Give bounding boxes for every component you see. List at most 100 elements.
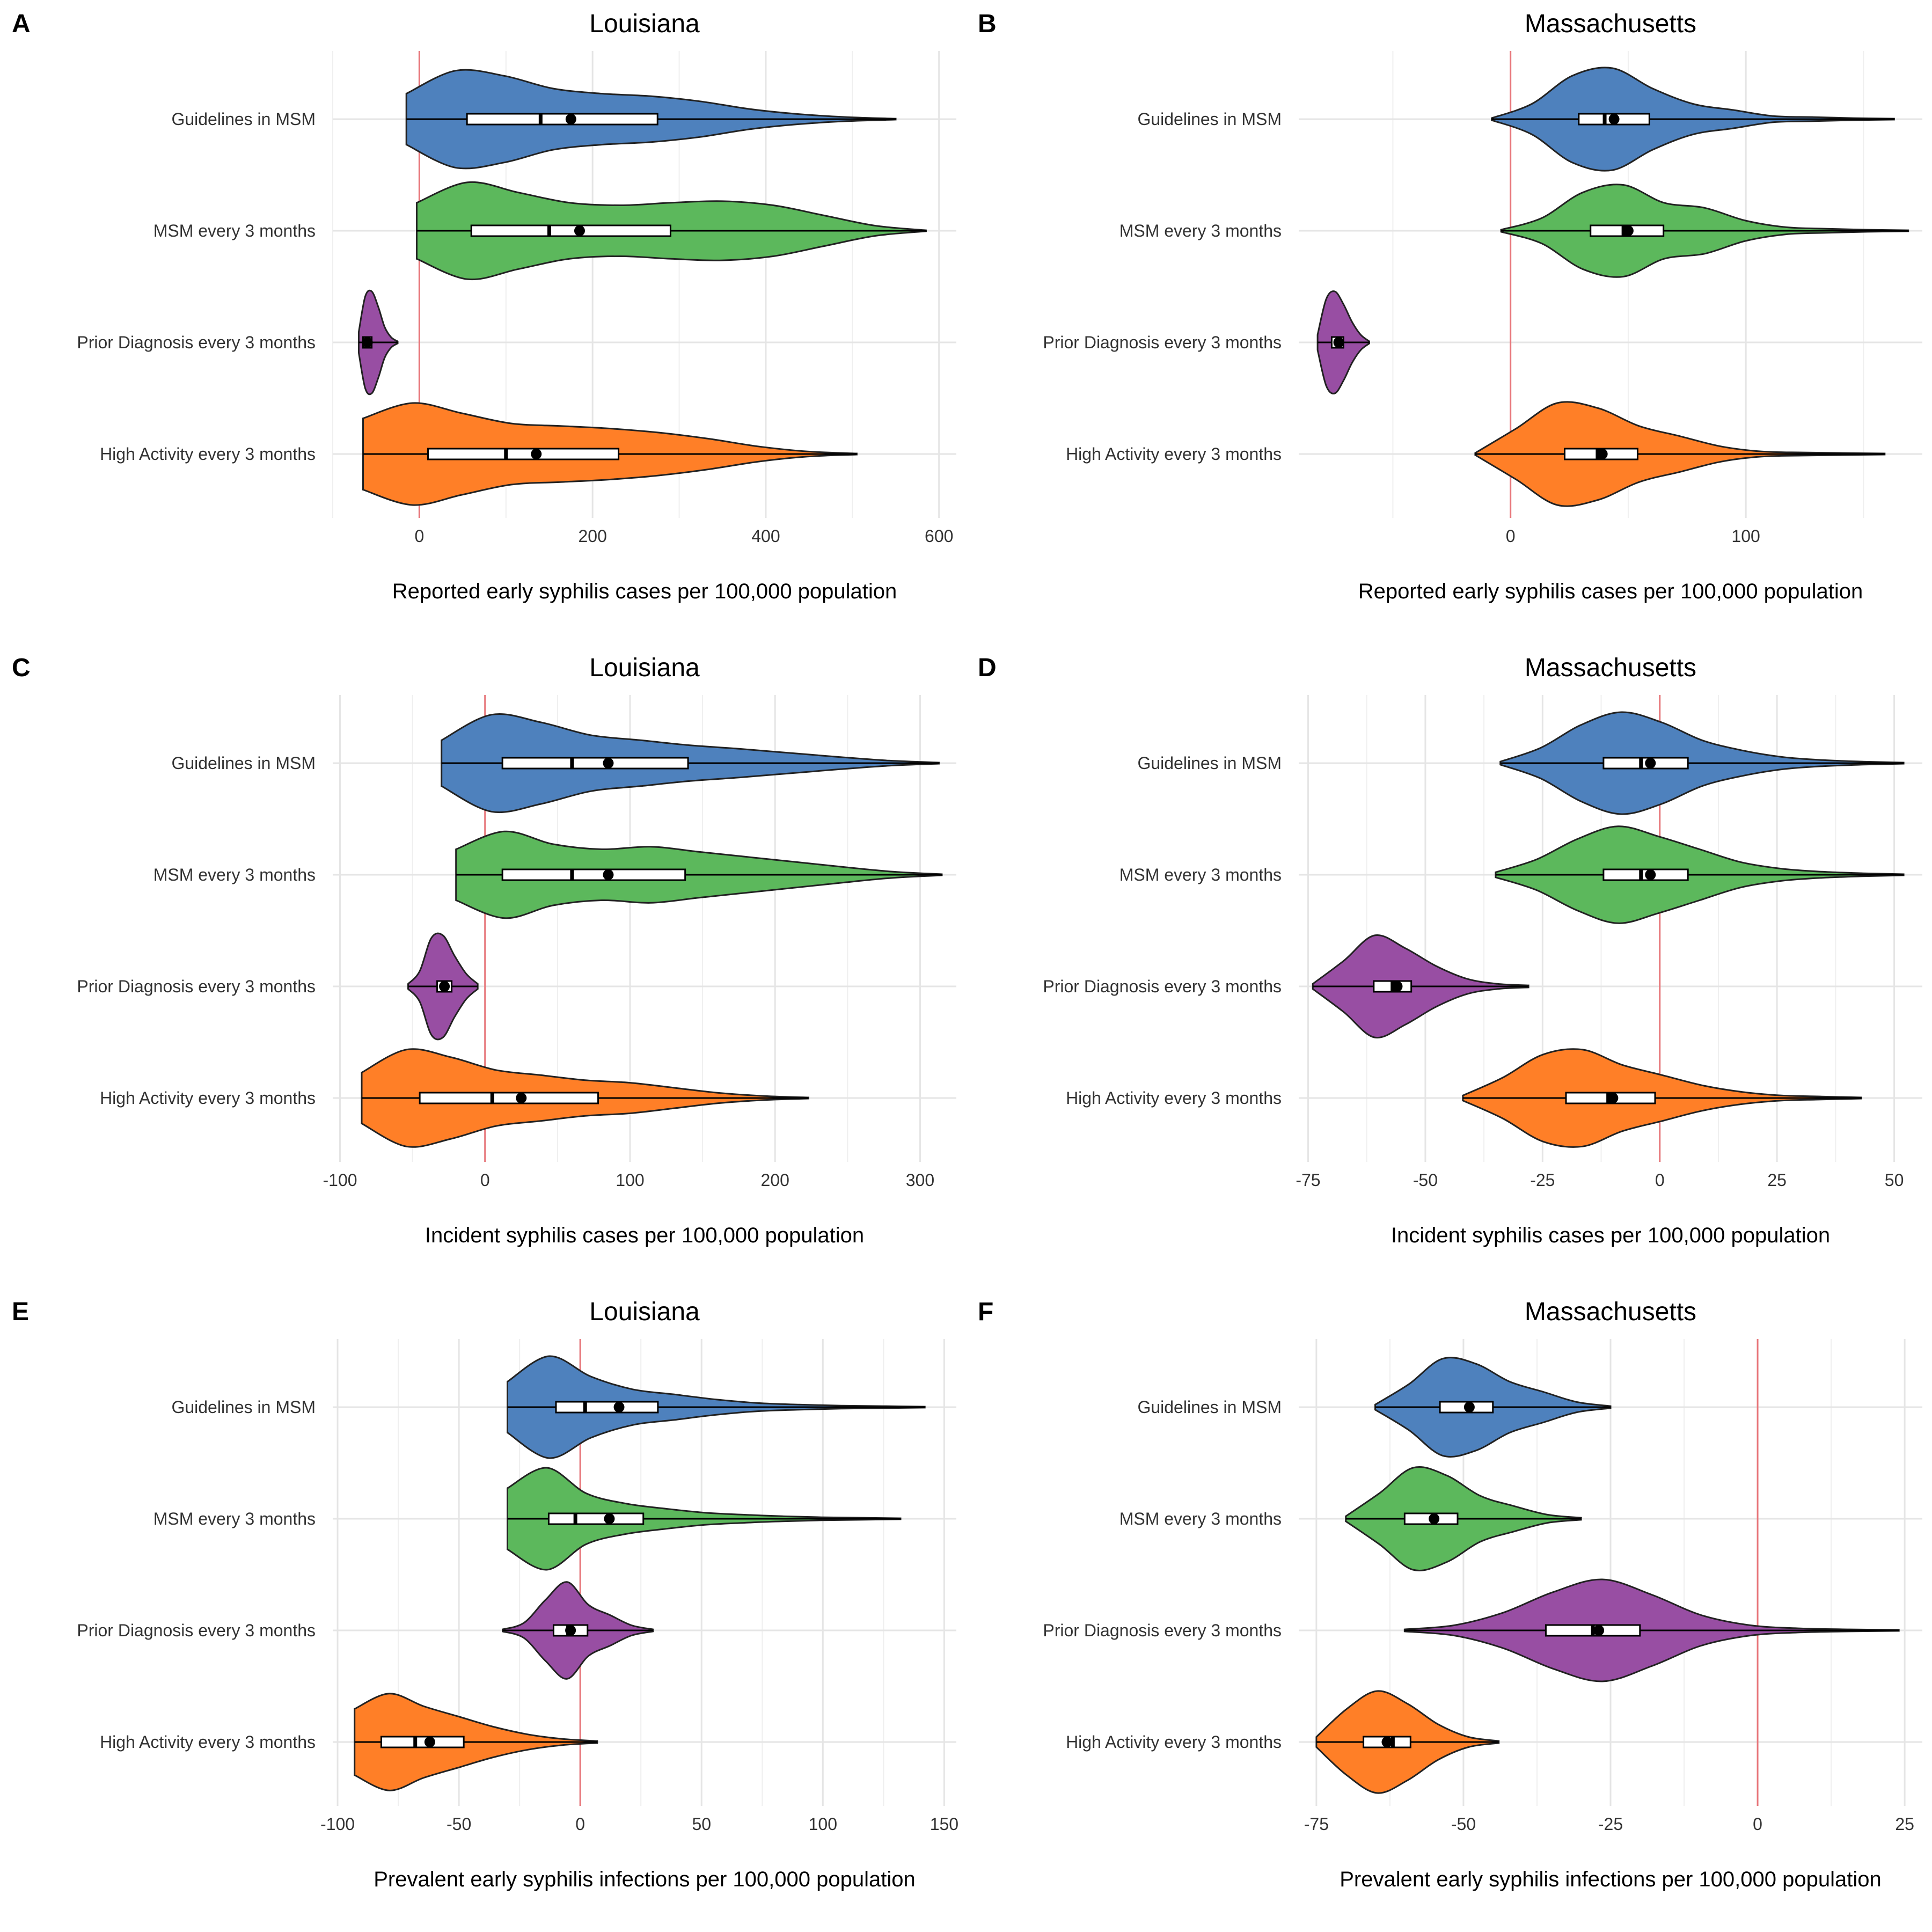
mean-point (424, 1737, 435, 1747)
x-tick-label: 600 (925, 526, 953, 546)
category-label: Guidelines in MSM (1137, 109, 1282, 129)
x-tick-label: 0 (575, 1814, 585, 1834)
panel-title: Louisiana (589, 10, 700, 38)
category-label: Prior Diagnosis every 3 months (77, 333, 316, 352)
mean-point (1463, 1402, 1475, 1413)
category-label: Prior Diagnosis every 3 months (1043, 1621, 1282, 1640)
x-axis-title: Incident syphilis cases per 100,000 popu… (1391, 1224, 1830, 1247)
x-tick-label: 100 (1731, 526, 1760, 546)
category-label: Guidelines in MSM (171, 1397, 316, 1417)
category-label: High Activity every 3 months (100, 1732, 316, 1752)
mean-point (565, 114, 576, 125)
mean-point (574, 225, 585, 236)
panel-c: C Louisiana Guidelines in MSM MSM every 3 m… (12, 654, 956, 1247)
category-label: High Activity every 3 months (100, 1088, 316, 1108)
x-tick-label: -75 (1296, 1170, 1320, 1190)
category-label: High Activity every 3 months (1066, 444, 1282, 464)
x-axis-title: Reported early syphilis cases per 100,00… (392, 580, 897, 603)
x-tick-label: 100 (809, 1814, 837, 1834)
x-tick-label: 150 (930, 1814, 958, 1834)
x-axis-title: Incident syphilis cases per 100,000 popu… (425, 1224, 864, 1247)
x-tick-label: -50 (1451, 1814, 1476, 1834)
x-axis-title: Reported early syphilis cases per 100,00… (1358, 580, 1863, 603)
iqr-box (501, 868, 686, 881)
panel-title: Louisiana (589, 654, 700, 682)
x-tick-label: 400 (751, 526, 780, 546)
category-label: High Activity every 3 months (1066, 1732, 1282, 1752)
category-label: Prior Diagnosis every 3 months (77, 977, 316, 996)
iqr-box (466, 113, 658, 126)
mean-point (613, 1402, 625, 1413)
iqr-box (501, 757, 689, 770)
x-tick-label: -25 (1530, 1170, 1555, 1190)
mean-point (362, 337, 373, 348)
x-tick-label: -100 (320, 1814, 355, 1834)
iqr-box (470, 224, 671, 237)
x-tick-label: 25 (1767, 1170, 1787, 1190)
x-tick-label: 200 (761, 1170, 789, 1190)
mean-point (1392, 981, 1403, 992)
iqr-box (419, 1092, 599, 1104)
panel-title: Massachusetts (1525, 654, 1696, 682)
mean-point (1645, 869, 1656, 880)
category-label: MSM every 3 months (1119, 1509, 1282, 1528)
panel-title: Massachusetts (1525, 10, 1696, 38)
mean-point (1645, 758, 1656, 769)
x-tick-label: 200 (578, 526, 606, 546)
x-tick-label: 0 (414, 526, 424, 546)
category-label: Guidelines in MSM (1137, 753, 1282, 773)
panel-letter: E (12, 1298, 29, 1326)
panel-title: Louisiana (589, 1298, 700, 1326)
category-label: MSM every 3 months (153, 1509, 316, 1528)
mean-point (1593, 1625, 1605, 1636)
panel-b: B Massachusetts Guidelines in MSM MSM every… (978, 10, 1922, 603)
x-tick-label: 25 (1895, 1814, 1914, 1834)
mean-point (1381, 1737, 1393, 1747)
mean-point (1607, 1093, 1619, 1103)
category-label: MSM every 3 months (153, 221, 316, 240)
category-label: Guidelines in MSM (1137, 1397, 1282, 1417)
x-axis-title: Prevalent early syphilis infections per … (374, 1868, 916, 1891)
mean-point (604, 1513, 615, 1524)
category-label: MSM every 3 months (1119, 865, 1282, 884)
x-tick-label: 0 (480, 1170, 490, 1190)
x-tick-label: -75 (1304, 1814, 1329, 1834)
mean-point (531, 449, 542, 459)
x-tick-label: 50 (692, 1814, 711, 1834)
x-tick-label: 300 (906, 1170, 934, 1190)
panel-title: Massachusetts (1525, 1298, 1696, 1326)
panel-letter: B (978, 10, 997, 38)
panel-f: F Massachusetts Guidelines in MSM MSM every… (978, 1298, 1922, 1891)
panel-letter: A (12, 10, 31, 38)
mean-point (603, 758, 614, 769)
x-tick-label: -50 (447, 1814, 471, 1834)
mean-point (1333, 337, 1344, 348)
x-tick-label: -25 (1598, 1814, 1623, 1834)
x-tick-label: 50 (1885, 1170, 1904, 1190)
iqr-box (427, 448, 620, 460)
panel-letter: F (978, 1298, 993, 1326)
mean-point (1429, 1513, 1440, 1524)
category-label: Prior Diagnosis every 3 months (1043, 333, 1282, 352)
mean-point (1622, 225, 1634, 236)
mean-point (439, 981, 450, 992)
mean-point (1608, 114, 1620, 125)
x-tick-label: 100 (616, 1170, 644, 1190)
mean-point (603, 869, 614, 880)
category-label: Guidelines in MSM (171, 753, 316, 773)
category-label: High Activity every 3 months (100, 444, 316, 464)
x-tick-label: 0 (1753, 1814, 1762, 1834)
category-label: MSM every 3 months (1119, 221, 1282, 240)
category-label: Prior Diagnosis every 3 months (77, 1621, 316, 1640)
category-label: Prior Diagnosis every 3 months (1043, 977, 1282, 996)
iqr-box (555, 1401, 659, 1414)
x-axis-title: Prevalent early syphilis infections per … (1340, 1868, 1882, 1891)
mean-point (565, 1625, 576, 1636)
panel-d: D Massachusetts Guidelines in MSM MSM every… (978, 654, 1922, 1247)
panel-letter: C (12, 654, 31, 682)
mean-point (516, 1093, 527, 1103)
category-label: MSM every 3 months (153, 865, 316, 884)
panel-e: E Louisiana Guidelines in MSM MSM every 3 m… (12, 1298, 958, 1891)
x-tick-label: 0 (1506, 526, 1516, 546)
